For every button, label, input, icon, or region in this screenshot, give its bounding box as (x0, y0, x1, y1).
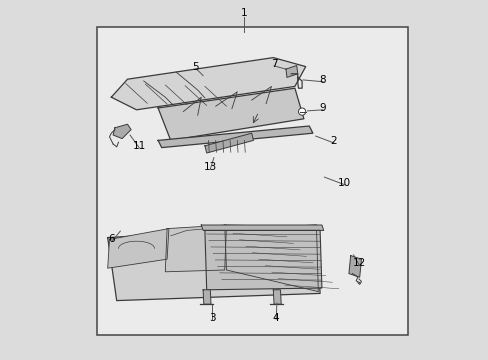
Text: 9: 9 (319, 103, 325, 113)
Text: 5: 5 (192, 62, 199, 72)
Polygon shape (158, 126, 312, 148)
Polygon shape (285, 66, 297, 77)
Text: 10: 10 (337, 178, 350, 188)
Text: 11: 11 (132, 141, 146, 151)
Text: 4: 4 (272, 312, 279, 323)
Text: 1: 1 (240, 8, 246, 18)
Polygon shape (203, 290, 211, 304)
Polygon shape (107, 225, 320, 301)
Text: 7: 7 (270, 59, 277, 69)
Text: 2: 2 (330, 136, 336, 146)
Polygon shape (348, 256, 361, 277)
Text: 3: 3 (208, 312, 215, 323)
Polygon shape (113, 124, 131, 139)
Text: 13: 13 (203, 162, 217, 172)
Polygon shape (204, 133, 253, 153)
Text: 6: 6 (108, 234, 115, 244)
Polygon shape (165, 225, 226, 272)
Polygon shape (204, 230, 321, 290)
Bar (97, 27, 407, 335)
Polygon shape (107, 229, 168, 268)
Polygon shape (273, 290, 281, 304)
Text: 8: 8 (319, 75, 325, 85)
Polygon shape (158, 88, 303, 140)
Text: 12: 12 (352, 258, 365, 268)
Polygon shape (224, 225, 318, 292)
Polygon shape (201, 225, 323, 230)
Polygon shape (111, 58, 305, 110)
Circle shape (298, 108, 305, 115)
